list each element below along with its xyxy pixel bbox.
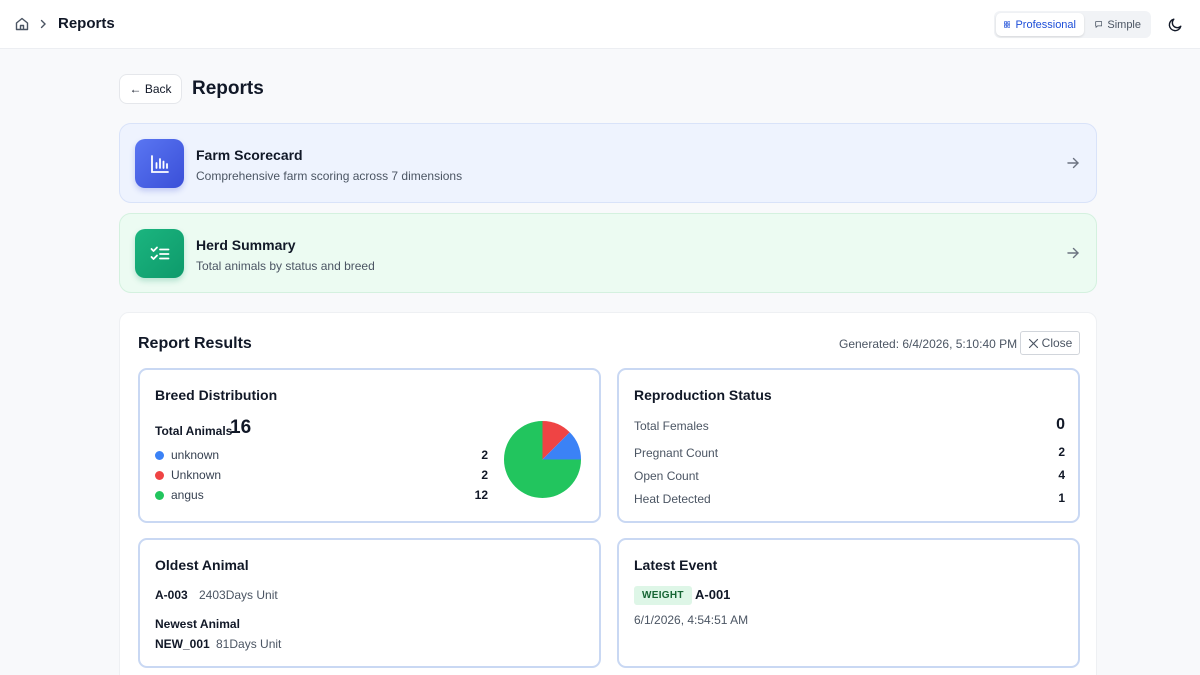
- checklist-icon: [150, 246, 169, 260]
- legend-name: Unknown: [171, 468, 222, 482]
- bar-chart-icon: [150, 154, 169, 173]
- panel-title: Breed Distribution: [155, 387, 278, 403]
- event-timestamp: 6/1/2026, 4:54:51 AM: [634, 613, 749, 627]
- farm-scorecard-icon-box: [135, 139, 184, 188]
- latest-event-panel: Latest Event WEIGHT A-001 6/1/2026, 4:54…: [617, 538, 1080, 668]
- chevron-right-icon: [40, 19, 46, 29]
- stat-label: Heat Detected: [634, 492, 711, 506]
- back-button[interactable]: ← Back: [119, 74, 182, 104]
- legend-item: Unknown 2: [155, 468, 488, 484]
- newest-animal-id: NEW_001: [155, 637, 210, 651]
- panel-title: Latest Event: [634, 557, 718, 573]
- farm-scorecard-card[interactable]: Farm Scorecard Comprehensive farm scorin…: [119, 123, 1097, 203]
- arrow-right-icon: [1067, 247, 1079, 259]
- breadcrumb-title: Reports: [58, 15, 115, 32]
- oldest-animal-panel: Oldest Animal A-003 2403Days Unit Newest…: [138, 538, 601, 668]
- stat-value: 4: [1058, 468, 1065, 482]
- pie-slice-unknown: [542, 420, 570, 460]
- generated-timestamp: Generated: 6/4/2026, 5:10:40 PM: [839, 337, 1018, 351]
- stat-label: Total Females: [634, 419, 709, 433]
- professional-mode-button[interactable]: Professional: [996, 13, 1084, 36]
- stat-row: Total Females 0: [634, 416, 1065, 435]
- moon-icon[interactable]: [1168, 17, 1183, 32]
- reproduction-status-panel: Reproduction Status Total Females 0 Preg…: [617, 368, 1080, 523]
- herd-summary-card[interactable]: Herd Summary Total animals by status and…: [119, 213, 1097, 293]
- top-bar: Reports Professional Simple: [0, 0, 1200, 49]
- close-button[interactable]: Close: [1020, 331, 1080, 355]
- report-card-title: Herd Summary: [196, 237, 296, 253]
- simple-mode-label: Simple: [1107, 18, 1141, 31]
- newest-animal-label: Newest Animal: [155, 617, 240, 631]
- home-icon[interactable]: [14, 16, 30, 32]
- stat-value: 2: [1058, 445, 1065, 459]
- stat-value: 0: [1056, 416, 1065, 433]
- report-card-description: Total animals by status and breed: [196, 259, 375, 273]
- legend-count: 2: [481, 448, 488, 462]
- report-card-description: Comprehensive farm scoring across 7 dime…: [196, 169, 463, 183]
- oldest-animal-age: 2403Days Unit: [199, 588, 278, 602]
- herd-summary-icon-box: [135, 229, 184, 278]
- legend-name: unknown: [171, 448, 220, 462]
- pie-slice-angus: [503, 420, 582, 499]
- pie-slice-unknown: [542, 432, 582, 460]
- newest-animal-age: 81Days Unit: [216, 637, 282, 651]
- close-label: Close: [1041, 336, 1073, 350]
- panel-title: Oldest Animal: [155, 557, 249, 573]
- event-animal-id: A-001: [695, 587, 731, 602]
- legend-count: 12: [474, 488, 488, 502]
- breed-pie-chart: [503, 420, 582, 499]
- legend-name: angus: [171, 488, 204, 502]
- view-mode-toggle: Professional Simple: [994, 11, 1151, 38]
- grid-icon: [1004, 21, 1011, 28]
- report-results-panel: Report Results Generated: 6/4/2026, 5:10…: [119, 312, 1097, 675]
- panel-title: Reproduction Status: [634, 387, 772, 403]
- simple-mode-button[interactable]: Simple: [1087, 13, 1149, 36]
- stat-label: Pregnant Count: [634, 446, 719, 460]
- stat-value: 1: [1058, 491, 1065, 505]
- stat-row: Open Count 4: [634, 467, 1065, 485]
- breed-distribution-panel: Breed Distribution Total Animals 16 unkn…: [138, 368, 601, 523]
- stat-row: Heat Detected 1: [634, 490, 1065, 508]
- legend-dot: [155, 451, 164, 460]
- legend-count: 2: [481, 468, 488, 482]
- legend-item: angus 12: [155, 488, 488, 504]
- professional-mode-label: Professional: [1015, 18, 1076, 31]
- page-title: Reports: [192, 78, 264, 99]
- event-type-badge: WEIGHT: [634, 586, 692, 605]
- total-animals-label: Total Animals: [155, 424, 233, 438]
- legend-dot: [155, 471, 164, 480]
- total-animals-value: 16: [230, 417, 252, 438]
- stat-row: Pregnant Count 2: [634, 444, 1065, 462]
- report-card-title: Farm Scorecard: [196, 147, 303, 163]
- stat-label: Open Count: [634, 469, 699, 483]
- results-title: Report Results: [138, 335, 252, 352]
- message-icon: [1095, 21, 1103, 28]
- close-icon: [1028, 338, 1038, 348]
- legend-dot: [155, 491, 164, 500]
- arrow-right-icon: [1067, 157, 1079, 169]
- legend-item: unknown 2: [155, 448, 488, 464]
- oldest-animal-id: A-003: [155, 588, 188, 602]
